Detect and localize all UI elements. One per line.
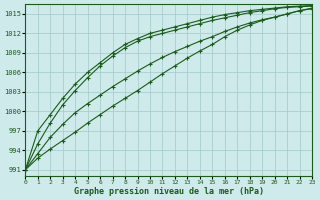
X-axis label: Graphe pression niveau de la mer (hPa): Graphe pression niveau de la mer (hPa) [74,187,264,196]
